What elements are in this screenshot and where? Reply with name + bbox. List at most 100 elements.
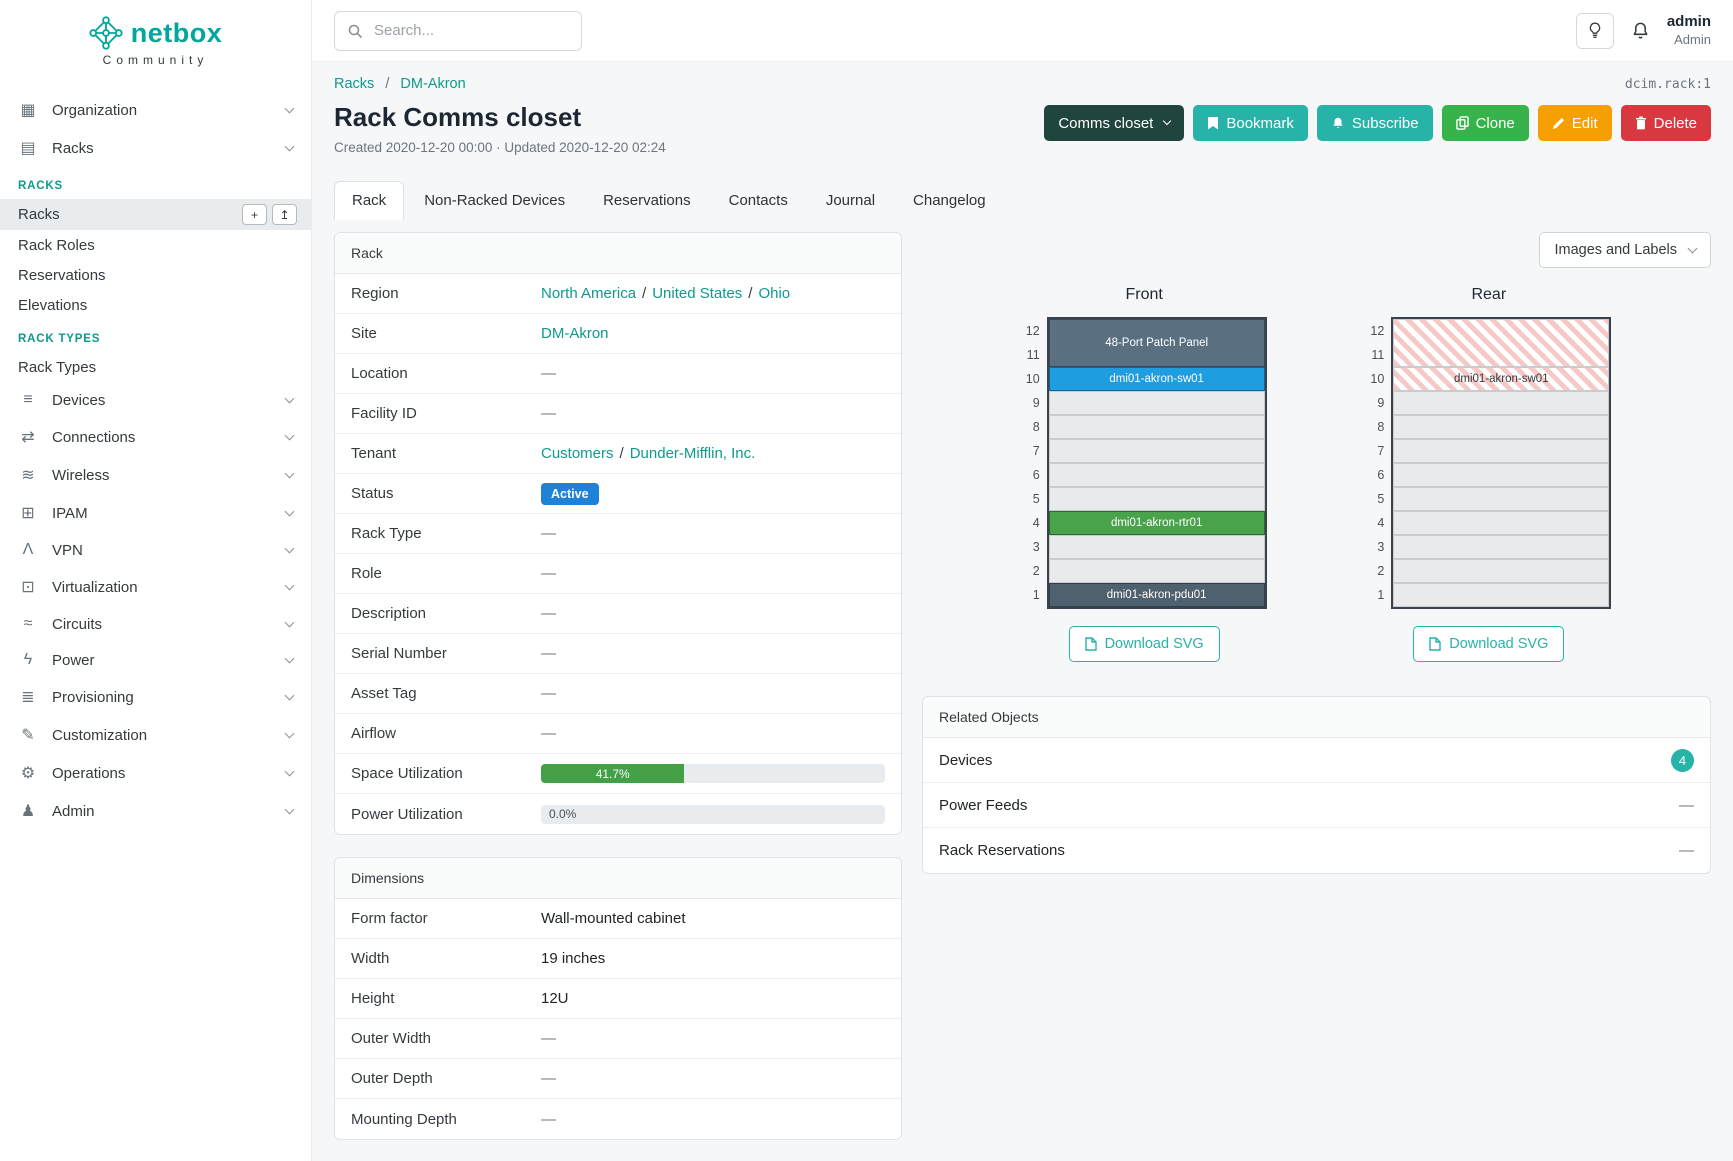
tenant-group-link[interactable]: Customers: [541, 445, 614, 462]
sidebar-item-label: Connections: [52, 428, 136, 446]
sidebar-item-virtualization[interactable]: ⊡ Virtualization: [0, 568, 311, 606]
sidebar-item-racks-list[interactable]: Racks + ↥: [0, 199, 311, 230]
sidebar-item-reservations[interactable]: Reservations: [0, 260, 311, 290]
clone-button[interactable]: Clone: [1441, 105, 1529, 141]
rack-unit-number: 1: [1377, 588, 1385, 602]
height-row: Height 12U: [335, 979, 901, 1019]
front-elevation: Front 12 11 10 9 8 7 6 5 4 3 2 1 48-Port Patch Pane…: [1022, 286, 1267, 662]
main-area: admin Admin Racks / DM-Akron dcim.rack:1…: [312, 0, 1733, 1161]
tab-rack[interactable]: Rack: [334, 181, 405, 220]
download-svg-front-button[interactable]: Download SVG: [1068, 626, 1220, 662]
theme-toggle-button[interactable]: [1575, 12, 1614, 49]
right-column: Images and Labels Front 12 11 10 9 8 7 6 5 4 3 2 1 …: [922, 232, 1711, 896]
field-label: Location: [351, 365, 408, 382]
tab-reservations[interactable]: Reservations: [603, 192, 691, 209]
rack-unit-numbers: 12 11 10 9 8 7 6 5 4 3 2 1: [1022, 317, 1040, 607]
user-menu[interactable]: admin Admin: [1667, 13, 1711, 48]
rack-unit-number: 3: [1377, 540, 1385, 554]
sidebar-item-label: Circuits: [52, 615, 103, 633]
sidebar-item-operations[interactable]: ⚙ Operations: [0, 754, 311, 792]
region-link[interactable]: Ohio: [758, 285, 791, 302]
rack-slot-empty: [1393, 439, 1610, 463]
rack-unit-number: 12: [1370, 324, 1385, 338]
related-row-label: Rack Reservations: [939, 842, 1065, 859]
sidebar-item-organization[interactable]: ▦ Organization: [0, 91, 311, 129]
site-link[interactable]: DM-Akron: [541, 325, 609, 342]
related-devices-row[interactable]: Devices 4: [923, 738, 1710, 783]
rack-device[interactable]: 48-Port Patch Panel: [1048, 319, 1265, 367]
sidebar-item-admin[interactable]: ♟ Admin: [0, 792, 311, 830]
search-input[interactable]: [372, 21, 569, 40]
rack-device[interactable]: dmi01-akron-sw01: [1048, 367, 1265, 391]
subscribe-button[interactable]: Subscribe: [1316, 105, 1433, 141]
field-label: Outer Depth: [351, 1070, 433, 1087]
region-link[interactable]: North America: [541, 285, 637, 302]
rack-device-label: dmi01-akron-rtr01: [1110, 517, 1203, 529]
sidebar-item-elevations[interactable]: Elevations: [0, 290, 311, 320]
field-label: Site: [351, 325, 377, 342]
tenant-link[interactable]: Dunder-Mifflin, Inc.: [629, 445, 756, 462]
netbox-logo[interactable]: netbox Community: [0, 0, 311, 75]
sidebar-item-wireless[interactable]: ≋ Wireless: [0, 456, 311, 494]
sidebar-item-power[interactable]: ϟ Power: [0, 642, 311, 678]
sidebar-item-racks[interactable]: ▤ Racks: [0, 129, 311, 167]
rack-device[interactable]: dmi01-akron-sw01: [1393, 367, 1610, 391]
rack-unit-number: 11: [1026, 348, 1040, 362]
delete-button[interactable]: Delete: [1620, 105, 1711, 141]
breadcrumb-site-link[interactable]: DM-Akron: [400, 76, 466, 92]
space-utilization-bar: 41.7%: [541, 764, 885, 783]
breadcrumb-racks-link[interactable]: Racks: [334, 76, 375, 92]
import-rack-button[interactable]: ↥: [272, 204, 297, 225]
region-link[interactable]: United States: [652, 285, 743, 302]
circuits-icon: ≈: [23, 615, 33, 632]
download-svg-rear-button[interactable]: Download SVG: [1413, 626, 1565, 662]
tab-changelog[interactable]: Changelog: [913, 192, 986, 209]
page-title: Rack Comms closet: [334, 102, 582, 132]
rack-slot-empty: [1393, 391, 1610, 415]
bookmark-button[interactable]: Bookmark: [1193, 105, 1308, 141]
tab-non-racked-devices[interactable]: Non-Racked Devices: [424, 192, 566, 209]
sidebar-item-label: Customization: [52, 726, 148, 744]
search-box[interactable]: [334, 10, 582, 51]
images-labels-select[interactable]: Images and Labels: [1539, 232, 1711, 268]
add-rack-button[interactable]: +: [242, 204, 267, 225]
sidebar-item-label: Virtualization: [52, 578, 138, 596]
tab-journal[interactable]: Journal: [825, 192, 876, 209]
sidebar-item-ipam[interactable]: ⊞ IPAM: [0, 494, 311, 532]
sidebar-item-connections[interactable]: ⇄ Connections: [0, 418, 311, 456]
sidebar-item-label: Wireless: [52, 466, 110, 484]
front-elevation-title: Front: [1125, 286, 1163, 303]
tab-contacts[interactable]: Contacts: [728, 192, 788, 209]
rack-selector-button[interactable]: Comms closet: [1044, 105, 1185, 141]
rack-slot-empty: [1393, 487, 1610, 511]
chevron-down-icon: [284, 543, 295, 553]
sidebar-item-circuits[interactable]: ≈ Circuits: [0, 606, 311, 642]
related-row-label: Power Feeds: [939, 796, 1028, 814]
serial-number-row: Serial Number —: [335, 634, 901, 674]
sidebar-item-vpn[interactable]: Λ VPN: [0, 532, 311, 568]
rack-device[interactable]: dmi01-akron-pdu01: [1048, 583, 1265, 607]
notifications-button[interactable]: [1631, 21, 1650, 40]
related-rack-reservations-row[interactable]: Rack Reservations —: [923, 828, 1710, 873]
search-icon: [348, 24, 362, 38]
power-utilization-row: Power Utilization 0.0%: [335, 794, 901, 834]
rack-device[interactable]: dmi01-akron-rtr01: [1048, 511, 1265, 535]
edit-button[interactable]: Edit: [1537, 105, 1612, 141]
related-power-feeds-row[interactable]: Power Feeds —: [923, 783, 1710, 828]
rack-unit-number: 11: [1371, 348, 1385, 362]
separator: /: [748, 285, 753, 302]
rack-slot-empty: [1393, 583, 1610, 607]
sidebar-item-label: Devices: [52, 391, 106, 409]
sidebar-item-provisioning[interactable]: ≣ Provisioning: [0, 678, 311, 716]
field-label: Space Utilization: [351, 765, 463, 782]
field-value: —: [541, 725, 556, 742]
sidebar-item-devices[interactable]: ≡ Devices: [0, 382, 311, 418]
sidebar-item-rack-types[interactable]: Rack Types: [0, 352, 311, 382]
organization-icon: ▦: [20, 102, 36, 119]
tenant-row: Tenant Customers / Dunder-Mifflin, Inc.: [335, 434, 901, 474]
rack-unit-number: 5: [1032, 492, 1040, 506]
sidebar-item-customization[interactable]: ✎ Customization: [0, 716, 311, 754]
chevron-down-icon: [284, 617, 295, 627]
sidebar-item-rack-roles[interactable]: Rack Roles: [0, 230, 311, 260]
